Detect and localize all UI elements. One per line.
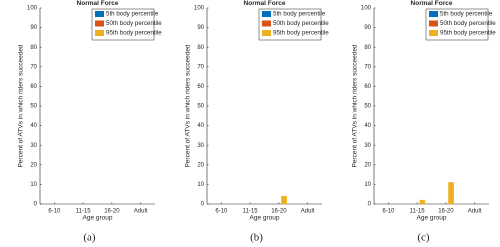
y-tick-label: 0 xyxy=(368,202,372,208)
x-tick-label: 16-20 xyxy=(438,209,454,215)
x-tick-label: 16-20 xyxy=(104,209,120,215)
x-axis-label: Age group xyxy=(83,215,113,222)
y-tick-label: 70 xyxy=(364,64,371,70)
legend-label: 95th body percentile xyxy=(440,30,496,37)
legend-swatch xyxy=(429,20,438,27)
legend-label: 95th body percentile xyxy=(273,30,329,37)
legend-label: 50th body percentile xyxy=(273,20,329,27)
y-tick-label: 80 xyxy=(197,45,204,51)
x-tick-label: 6-10 xyxy=(382,209,395,215)
x-tick-label: Adult xyxy=(301,209,315,215)
x-tick-label: 6-10 xyxy=(215,209,228,215)
x-tick-label: 6-10 xyxy=(48,209,61,215)
y-tick-label: 0 xyxy=(34,202,38,208)
legend-swatch xyxy=(95,11,104,17)
y-tick-label: 70 xyxy=(197,64,204,70)
legend-label: 5th body percentile xyxy=(440,11,493,18)
y-tick-label: 90 xyxy=(364,25,371,31)
y-tick-label: 60 xyxy=(364,84,371,90)
bar xyxy=(448,182,454,205)
y-tick-label: 80 xyxy=(364,45,371,51)
chart-title: Normal Force xyxy=(411,0,453,7)
y-tick-label: 80 xyxy=(30,45,37,51)
y-tick-label: 70 xyxy=(30,64,37,70)
legend-swatch xyxy=(95,20,104,27)
y-tick-label: 10 xyxy=(197,182,204,188)
legend-swatch xyxy=(95,30,104,36)
y-tick-label: 20 xyxy=(197,162,204,168)
y-axis-label: Percent of ATVs in which riders succeede… xyxy=(352,44,359,167)
legend-label: 5th body percentile xyxy=(273,11,326,18)
y-tick-label: 100 xyxy=(361,6,372,12)
y-tick-label: 90 xyxy=(197,25,204,31)
y-tick-label: 40 xyxy=(197,123,204,129)
y-tick-label: 50 xyxy=(30,104,37,110)
legend-label: 5th body percentile xyxy=(106,11,159,18)
y-tick-label: 10 xyxy=(364,182,371,188)
y-axis-label: Percent of ATVs in which riders succeede… xyxy=(185,44,192,167)
caption: (c) xyxy=(417,232,430,244)
bar xyxy=(419,199,426,205)
y-tick-label: 20 xyxy=(364,162,371,168)
y-tick-label: 40 xyxy=(364,123,371,129)
y-tick-label: 60 xyxy=(197,84,204,90)
chart-title: Normal Force xyxy=(77,0,119,7)
legend-label: 50th body percentile xyxy=(106,20,162,27)
x-tick-label: 16-20 xyxy=(271,209,287,215)
legend-swatch xyxy=(429,30,438,36)
y-tick-label: 30 xyxy=(30,143,37,149)
y-tick-label: 60 xyxy=(30,84,37,90)
y-tick-label: 100 xyxy=(27,6,38,12)
y-tick-label: 40 xyxy=(30,123,37,129)
x-tick-label: Adult xyxy=(134,209,148,215)
legend-label: 50th body percentile xyxy=(440,20,496,27)
x-axis-label: Age group xyxy=(417,215,447,222)
chart-title: Normal Force xyxy=(244,0,286,7)
legend-swatch xyxy=(262,11,271,17)
legend-swatch xyxy=(262,20,271,27)
legend-swatch xyxy=(429,11,438,17)
y-tick-label: 30 xyxy=(364,143,371,149)
bar xyxy=(281,195,287,205)
caption: (a) xyxy=(83,232,96,244)
x-tick-label: 11-15 xyxy=(410,209,426,215)
y-tick-label: 0 xyxy=(201,202,205,208)
y-tick-label: 90 xyxy=(30,25,37,31)
y-tick-label: 10 xyxy=(30,182,37,188)
x-tick-label: 11-15 xyxy=(243,209,259,215)
x-tick-label: Adult xyxy=(468,209,482,215)
y-axis-label: Percent of ATVs in which riders succeede… xyxy=(18,44,25,167)
caption: (b) xyxy=(250,232,263,244)
y-tick-label: 30 xyxy=(197,143,204,149)
y-tick-label: 20 xyxy=(30,162,37,168)
y-tick-label: 50 xyxy=(364,104,371,110)
y-tick-label: 100 xyxy=(194,6,205,12)
legend-label: 95th body percentile xyxy=(106,30,162,37)
y-tick-label: 50 xyxy=(197,104,204,110)
legend-swatch xyxy=(262,30,271,36)
x-axis-label: Age group xyxy=(250,215,280,222)
x-tick-label: 11-15 xyxy=(76,209,92,215)
